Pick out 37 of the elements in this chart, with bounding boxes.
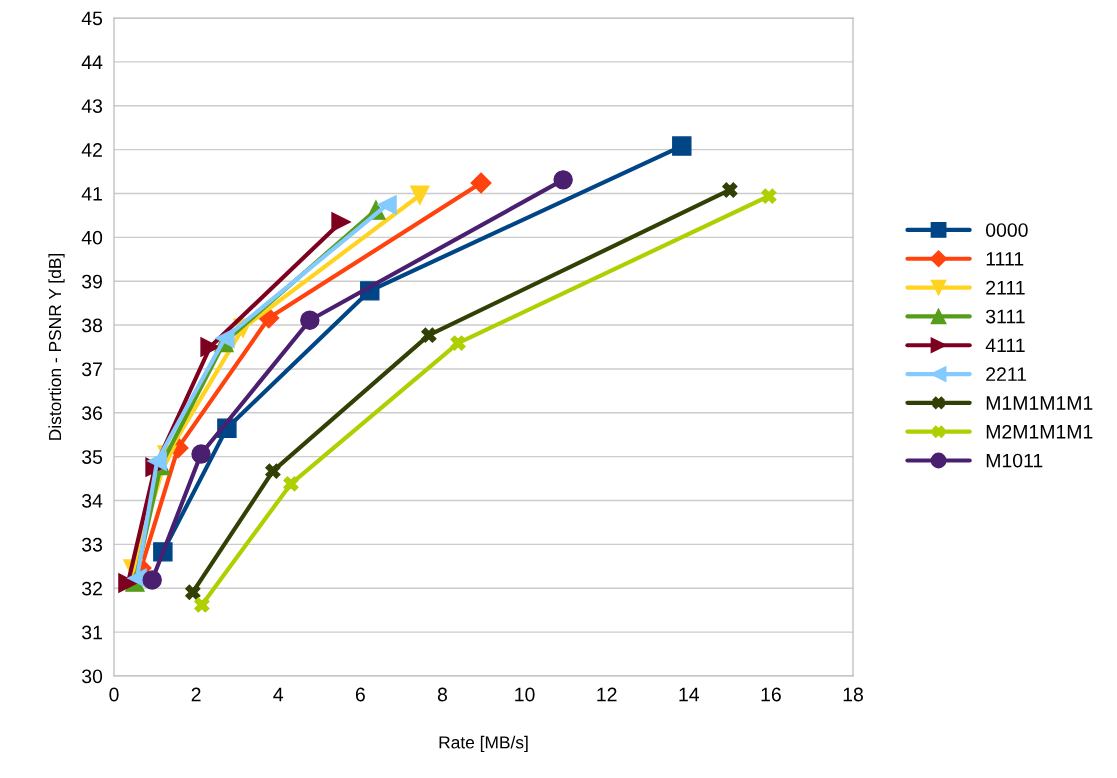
y-tick-label: 39: [82, 274, 102, 289]
y-tick-label: 35: [82, 450, 103, 464]
legend-label: M1M1M1M1: [986, 396, 1093, 410]
y-tick-label: 33: [82, 537, 103, 552]
y-tick-label: 31: [82, 625, 102, 640]
x-tick-label: 0: [109, 687, 119, 702]
x-tick-label: 8: [437, 687, 448, 702]
x-tick-label: 2: [191, 687, 201, 702]
x-tick-label: 16: [761, 687, 781, 702]
x-axis-title: Rate [MB/s]: [439, 735, 528, 752]
legend-label: 4111: [985, 338, 1025, 353]
x-tick-label: 10: [515, 687, 535, 702]
x-tick-label: 4: [273, 687, 284, 702]
y-tick-label: 30: [82, 669, 103, 684]
legend-label: 0000: [985, 223, 1028, 237]
y-tick-label: 40: [81, 230, 103, 245]
x-tick-label: 6: [355, 687, 365, 702]
x-tick-label: 14: [679, 687, 700, 702]
y-tick-label: 34: [82, 494, 103, 508]
legend-label: 2211: [986, 367, 1027, 381]
y-tick-label: 42: [81, 143, 102, 157]
x-tick-label: 18: [843, 687, 863, 702]
y-tick-label: 44: [81, 55, 103, 69]
y-axis-title: Distortion - PSNR Y [dB]: [48, 253, 65, 440]
y-tick-label: 37: [82, 362, 102, 377]
x-tick-label: 12: [597, 687, 617, 702]
legend-label: 3111: [985, 309, 1025, 324]
y-tick-label: 43: [81, 99, 103, 113]
y-tick-label: 41: [81, 187, 102, 201]
legend-label: 2111: [986, 280, 1025, 295]
y-tick-label: 45: [81, 11, 103, 26]
legend-label: 1111: [986, 252, 1024, 266]
legend-label: M2M1M1M1: [986, 424, 1093, 439]
y-tick-label: 38: [82, 318, 103, 333]
y-tick-label: 32: [82, 581, 102, 596]
legend-label: M1011: [986, 453, 1043, 468]
y-tick-label: 36: [82, 406, 103, 421]
